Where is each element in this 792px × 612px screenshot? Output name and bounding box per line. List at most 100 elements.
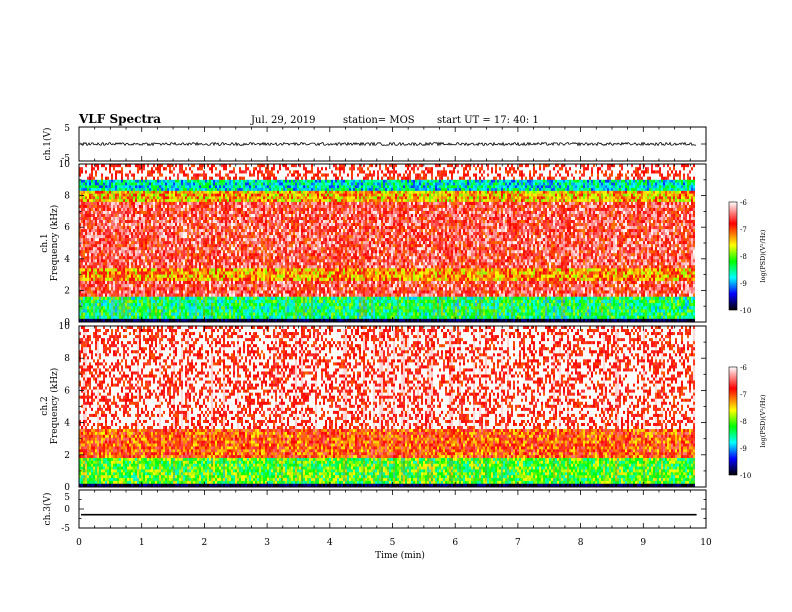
ch1-spectrogram-cell	[239, 173, 241, 176]
ch1-spectrogram-cell	[337, 177, 339, 180]
ch1-spectrogram-cell	[339, 177, 341, 180]
ch1-spectrogram-cell	[327, 170, 329, 173]
ch1-spectrogram-cell	[443, 167, 445, 170]
ch1-spectrogram-cell	[115, 164, 117, 167]
ch1-spectrogram-cell	[463, 177, 465, 180]
ch1-spectrogram-cell	[633, 167, 635, 170]
ch1-spectrogram-cell	[233, 177, 235, 180]
ch1-spectrogram-cell	[541, 170, 543, 173]
ch1-spectrogram-cell	[155, 177, 157, 180]
ch1-spectrogram-cell	[187, 173, 189, 176]
ch1-spectrogram-cell	[351, 173, 353, 176]
ch1-spectrogram-cell	[471, 170, 473, 173]
ch1-spectrogram-cell	[509, 173, 511, 176]
ch1-spectrogram-cell	[515, 170, 517, 173]
ch1-spectrogram-cell	[289, 173, 291, 176]
ch1-spectrogram-cell	[417, 170, 419, 173]
ch1-spectrogram-cell	[489, 173, 491, 176]
ch1-spectrogram-cell	[461, 177, 463, 180]
ch1-spectrogram-cell	[569, 177, 571, 180]
ch1-spectrogram-cell	[609, 170, 611, 173]
ch1-spectrogram-cell	[379, 164, 381, 167]
ch1-spectrogram-cell	[173, 170, 175, 173]
ch1-spectrogram-cell	[381, 164, 383, 167]
ch1-spectrogram-cell	[247, 177, 249, 180]
ch1-spectrogram-cell	[369, 177, 371, 180]
ch1-spectrogram-cell	[545, 167, 547, 170]
ch1-spectrogram-cell	[487, 167, 489, 170]
ch1-spectrogram-cell	[537, 173, 539, 176]
ch1-spectrogram-cell	[199, 173, 201, 176]
ch1-spectrogram-cell	[441, 167, 443, 170]
ch1-spectrogram-cell	[239, 167, 241, 170]
ch1-spectrogram-cell	[527, 173, 529, 176]
ch1-spectrogram-cell	[389, 177, 391, 180]
ch1-spectrogram-cell	[603, 173, 605, 176]
ch1-spectrogram-cell	[541, 164, 543, 167]
ch1-spectrogram-cell	[171, 173, 173, 176]
ch1-spectrogram-cell	[315, 164, 317, 167]
ch1-spectrogram-cell	[503, 170, 505, 173]
ch1-spectrogram-cell	[351, 164, 353, 167]
ch1-spectrogram-cell	[231, 177, 233, 180]
ch1-spectrogram-cell	[451, 177, 453, 180]
ch1-spectrogram-cell	[269, 164, 271, 167]
ch1-spectrogram-cell	[417, 164, 419, 167]
ch1-spectrogram-cell	[559, 177, 561, 180]
ch1-spectrogram-cell	[219, 170, 221, 173]
ch1-spectrogram-cell	[279, 177, 281, 180]
ch1-spectrogram-cell	[397, 170, 399, 173]
ch1-spectrogram-cell	[279, 164, 281, 167]
ch1-spectrogram-cell	[279, 173, 281, 176]
ch1-spectrogram-cell	[139, 164, 141, 167]
ch1-spectrogram-cell	[561, 164, 563, 167]
ch1-spectrogram-cell	[299, 173, 301, 176]
ch1-spectrogram-cell	[567, 167, 569, 170]
ch1-spectrogram-cell	[237, 170, 239, 173]
ch1-spectrogram-cell	[417, 167, 419, 170]
ch1-spectrogram-cell	[521, 170, 523, 173]
ch1-spectrogram-cell	[403, 170, 405, 173]
ch1-spectrogram-cell	[563, 173, 565, 176]
ch1-spectrogram-cell	[627, 173, 629, 176]
ch1-spectrogram-cell	[613, 164, 615, 167]
ch1-spectrogram-cell	[313, 170, 315, 173]
ch1-spectrogram-cell	[523, 170, 525, 173]
ch1-spectrogram-cell	[525, 167, 527, 170]
ch1-spectrogram-cell	[575, 167, 577, 170]
ch1-spectrogram-cell	[527, 170, 529, 173]
ch1-spectrogram-cell	[113, 164, 115, 167]
ch1-spectrogram-cell	[315, 170, 317, 173]
ch1-spectrogram-cell	[573, 167, 575, 170]
ch1-spectrogram-cell	[155, 173, 157, 176]
ch1-spectrogram-cell	[491, 164, 493, 167]
ch1-spectrogram-cell	[421, 173, 423, 176]
ch1-spectrogram-cell	[231, 167, 233, 170]
ch1-spectrogram-cell	[227, 177, 229, 180]
ch1-spectrogram-cell	[333, 164, 335, 167]
ch1-spectrogram-cell	[83, 170, 85, 173]
ch1-spectrogram-cell	[179, 167, 181, 170]
ch1-spectrogram-cell	[437, 167, 439, 170]
ch1-spectrogram-cell	[121, 164, 123, 167]
ch1-spectrogram-cell	[301, 167, 303, 170]
ch1-spectrogram-cell	[99, 164, 101, 167]
ch1-spectrogram-cell	[423, 177, 425, 180]
ch1-spectrogram-cell	[323, 177, 325, 180]
ch1-spectrogram-cell	[311, 170, 313, 173]
ch1-spectrogram-cell	[327, 177, 329, 180]
ch1-spectrogram-cell	[189, 173, 191, 176]
ch1-spectrogram-cell	[229, 173, 231, 176]
ch1-spectrogram-cell	[605, 167, 607, 170]
ch1-spectrogram-cell	[555, 170, 557, 173]
ch1-spectrogram-cell	[155, 167, 157, 170]
ch1-spectrogram-cell	[407, 177, 409, 180]
ch1-spectrogram-cell	[599, 173, 601, 176]
ch1-spectrogram-cell	[221, 164, 223, 167]
ch1-spectrogram-cell	[365, 164, 367, 167]
ch1-spectrogram-cell	[605, 170, 607, 173]
ch1-spectrogram-cell	[297, 173, 299, 176]
ch1-spectrogram-cell	[595, 167, 597, 170]
ch1-spectrogram-cell	[115, 177, 117, 180]
ch1-spectrogram-cell	[341, 177, 343, 180]
